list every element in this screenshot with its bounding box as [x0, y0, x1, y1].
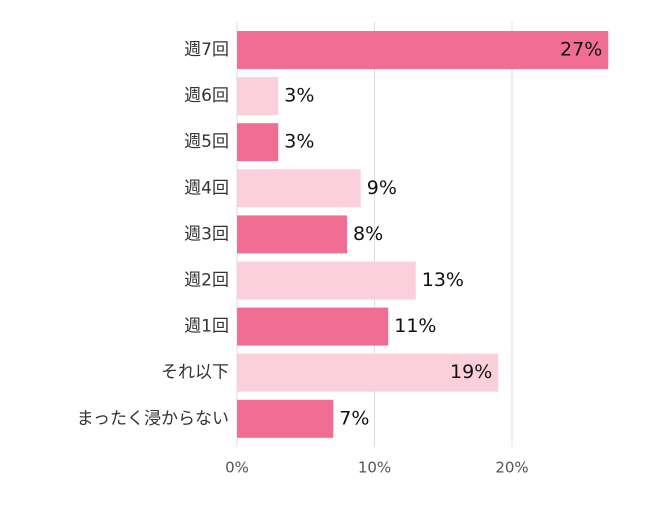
data-label: 19% — [450, 361, 492, 383]
bar — [237, 261, 416, 300]
category-label: 週3回 — [184, 224, 229, 244]
bars — [237, 31, 609, 438]
category-label: 週4回 — [184, 178, 229, 198]
x-tick-label: 0% — [225, 459, 249, 477]
category-label: 週7回 — [184, 40, 229, 60]
category-label: それ以下 — [161, 363, 229, 383]
data-label: 13% — [422, 269, 464, 291]
x-tick-label: 10% — [358, 459, 391, 477]
data-labels: 27% 3% 3% 9% 8% 13% 11% 19% 7% — [284, 39, 602, 430]
data-label: 27% — [560, 39, 602, 61]
bar — [237, 77, 279, 116]
data-label: 11% — [394, 315, 436, 337]
bar — [237, 353, 499, 392]
data-label: 7% — [339, 407, 369, 429]
bar — [237, 307, 389, 346]
data-label: 9% — [367, 177, 397, 199]
bar — [237, 399, 334, 438]
category-label: 週5回 — [184, 132, 229, 152]
bar — [237, 215, 347, 254]
bar — [237, 31, 609, 69]
category-label: 週6回 — [184, 86, 229, 106]
category-label: まったく浸からない — [77, 409, 229, 429]
x-axis-ticks: 0% 10% 20% — [225, 459, 529, 477]
category-label: 週2回 — [184, 271, 229, 291]
category-label: 週1回 — [184, 317, 229, 337]
data-label: 3% — [284, 131, 314, 153]
bar — [237, 123, 279, 162]
bar — [237, 169, 361, 208]
x-tick-label: 20% — [495, 459, 528, 477]
data-label: 8% — [353, 223, 383, 245]
data-label: 3% — [284, 85, 314, 107]
